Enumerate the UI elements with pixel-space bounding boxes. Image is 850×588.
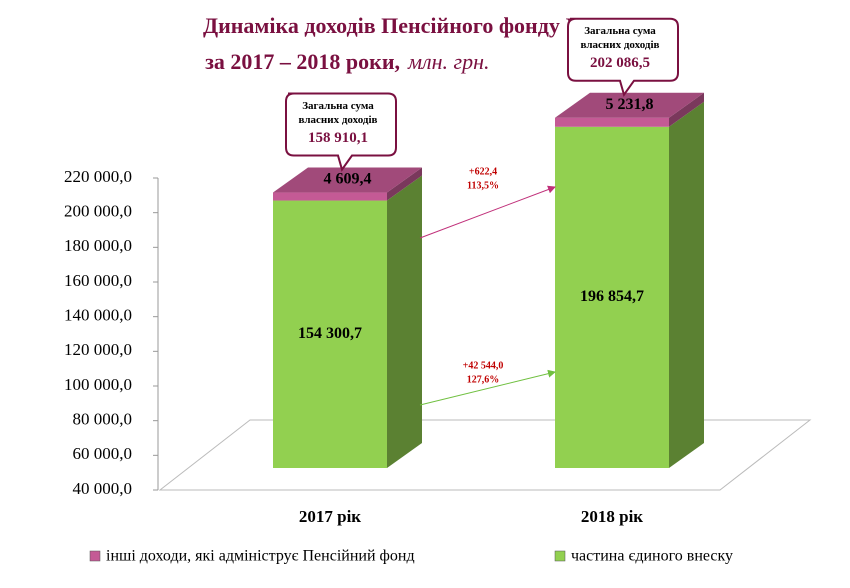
value-label: 196 854,7 bbox=[580, 288, 644, 305]
value-label: 5 231,8 bbox=[606, 96, 654, 113]
bar-segment bbox=[273, 192, 387, 201]
change-label: +42 544,0 bbox=[463, 360, 504, 371]
change-label: 127,6% bbox=[467, 374, 500, 385]
arrow bbox=[419, 185, 556, 239]
y-tick-label: 120 000,0 bbox=[64, 340, 132, 359]
legend-label: частина єдиного внеску bbox=[571, 548, 733, 565]
bar-side bbox=[387, 167, 422, 201]
change-label: 113,5% bbox=[467, 180, 499, 191]
callout-text: Загальна сума bbox=[302, 100, 374, 112]
callout-text: Загальна сума bbox=[584, 25, 656, 37]
y-tick-label: 80 000,0 bbox=[73, 410, 133, 429]
bar-side bbox=[669, 101, 704, 468]
y-tick-label: 180 000,0 bbox=[64, 236, 132, 255]
bar-segment bbox=[273, 200, 387, 468]
y-tick-label: 40 000,0 bbox=[73, 479, 133, 498]
value-label: 154 300,7 bbox=[298, 325, 362, 342]
arrow bbox=[419, 369, 556, 406]
y-tick-label: 160 000,0 bbox=[64, 271, 132, 290]
chart-subtitle: за 2017 – 2018 роки, bbox=[205, 49, 400, 74]
bar-segment bbox=[555, 117, 669, 127]
y-tick-label: 200 000,0 bbox=[64, 202, 132, 221]
bar-segment bbox=[555, 126, 669, 468]
legend-swatch bbox=[554, 550, 566, 562]
callout-text: власних доходів bbox=[581, 39, 660, 51]
unit: млн. грн. bbox=[407, 49, 490, 74]
callout-total: 158 910,1 bbox=[308, 130, 368, 146]
callout-total: 202 086,5 bbox=[590, 55, 650, 71]
bar-top bbox=[273, 167, 422, 193]
bar-side bbox=[387, 175, 422, 468]
y-tick-label: 100 000,0 bbox=[64, 375, 132, 394]
callout-box bbox=[567, 17, 679, 97]
legend-swatch bbox=[89, 550, 101, 562]
x-tick-label: 2018 рік bbox=[581, 507, 643, 526]
bar-side bbox=[669, 92, 704, 127]
y-tick-label: 220 000,0 bbox=[64, 167, 132, 186]
y-tick-label: 140 000,0 bbox=[64, 306, 132, 325]
change-label: +622,4 bbox=[469, 166, 497, 177]
legend-label: інші доходи, які адмініструє Пенсійний ф… bbox=[106, 548, 415, 565]
bar-top bbox=[555, 92, 704, 118]
callout-text: власних доходів bbox=[299, 114, 378, 126]
y-tick-label: 60 000,0 bbox=[73, 444, 133, 463]
value-label: 4 609,4 bbox=[324, 171, 372, 188]
callout-box bbox=[285, 92, 397, 172]
x-tick-label: 2017 рік bbox=[299, 507, 361, 526]
floor bbox=[158, 419, 812, 491]
